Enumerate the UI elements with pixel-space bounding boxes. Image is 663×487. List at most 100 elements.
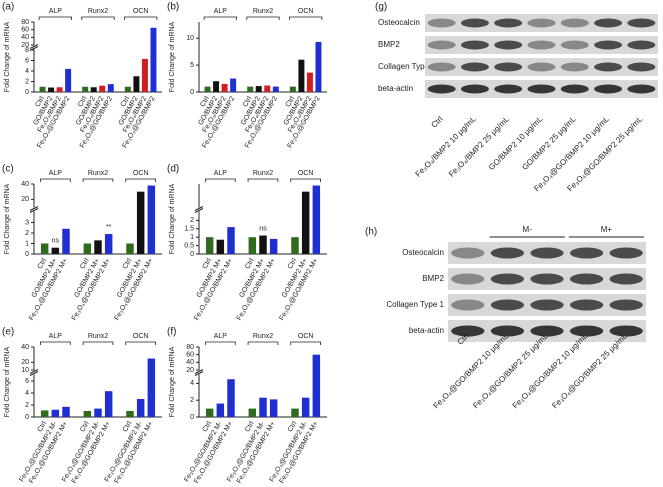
bar (94, 408, 102, 417)
axis-break (29, 206, 39, 211)
blot-band (609, 325, 643, 337)
y-tick-label: 3 (25, 219, 29, 226)
bar (51, 247, 60, 254)
blot-band (494, 18, 523, 28)
bar (248, 237, 257, 254)
axis-break (194, 371, 204, 376)
group-bracket (124, 16, 158, 20)
axis-break (30, 45, 38, 50)
bar (247, 86, 254, 92)
x-tick-label: Ctrl (77, 95, 89, 108)
blot-band (494, 62, 523, 72)
bar (269, 238, 278, 254)
group-label: OCN (133, 170, 149, 177)
y-tick-label: 4 (25, 390, 29, 397)
x-tick-label: Ctrl (199, 95, 211, 108)
group-bracket (247, 178, 279, 182)
blot-band (627, 40, 656, 50)
bar (227, 227, 235, 254)
blot-band (560, 40, 589, 50)
y-axis-label: Fold Change of mRNA (169, 21, 176, 92)
group-label: OCN (298, 333, 314, 340)
y-tick-label: 2 (190, 397, 194, 404)
blot-band (460, 18, 489, 28)
bar (221, 83, 228, 92)
blot-band (427, 84, 456, 94)
group-bracket (125, 341, 156, 345)
y-tick-label: 10 (186, 35, 194, 42)
bar (62, 406, 70, 417)
y-tick-label: 2 (25, 78, 29, 85)
bar (48, 87, 55, 92)
blot-band (609, 299, 643, 311)
blot-header: M- (523, 225, 533, 234)
group-label: Runx2 (88, 8, 108, 15)
axis-break (194, 369, 204, 374)
y-tick-label: 0 (190, 89, 194, 96)
y-tick-label: 6 (25, 57, 29, 64)
group-bracket (290, 341, 321, 345)
blot-band (530, 299, 564, 311)
y-tick-label: 0 (190, 251, 194, 258)
blot-band (527, 84, 556, 94)
blot-band (494, 84, 523, 94)
bar (40, 410, 49, 417)
lane-label: Fe₃O₄@GO/BMP2 25 μg/mL (471, 331, 550, 410)
bar (141, 58, 148, 92)
bar (213, 81, 220, 92)
axis-break (29, 371, 39, 376)
group-label: OCN (298, 8, 314, 15)
x-tick-label: Ctrl (287, 257, 299, 270)
bar (82, 86, 89, 92)
x-tick-label: Ctrl (120, 95, 132, 108)
bar (133, 76, 140, 92)
bar (259, 397, 267, 417)
lane-label: Fe₃O₄@GO/BMP2 25 μg/mL (550, 331, 629, 410)
group-label: ALP (49, 8, 63, 15)
panel-label: (e) (2, 327, 14, 338)
blot-band (527, 62, 556, 72)
blot-band (460, 84, 489, 94)
bar (147, 358, 156, 417)
y-tick-label: 1.5 (184, 226, 194, 233)
group-bracket (203, 16, 237, 20)
bar (107, 84, 114, 92)
group-label: Runx2 (88, 333, 108, 340)
bar (216, 403, 225, 417)
y-tick-label: 6 (25, 378, 29, 385)
blot-band (451, 325, 485, 337)
annotation: ** (106, 224, 112, 231)
lane-label: Fe₃O₄/BMP2 25 μg/mL (447, 114, 512, 179)
axis-break (29, 369, 39, 374)
axis-break (29, 44, 39, 49)
blot-band (560, 62, 589, 72)
group-bracket (246, 16, 280, 20)
group-bracket (205, 178, 236, 182)
y-tick-label: 80 (186, 344, 194, 351)
lane-label: Ctrl (429, 114, 444, 129)
axis-break (195, 207, 203, 212)
panel-label: (f) (167, 327, 176, 338)
bar (40, 243, 49, 254)
row-label: BMP2 (378, 40, 400, 49)
blot-band (609, 273, 643, 285)
x-tick-label: Ctrl (36, 420, 48, 433)
bar (272, 86, 279, 92)
y-tick-label: 60 (186, 352, 194, 359)
x-tick-label: Ctrl (34, 95, 46, 108)
x-tick-label: Ctrl (122, 257, 134, 270)
bar (269, 399, 278, 417)
blot-band (490, 299, 525, 311)
bar (94, 240, 102, 254)
bar (124, 86, 131, 92)
annotation: ns (52, 238, 60, 245)
x-tick-label: Ctrl (287, 420, 299, 433)
group-bracket (82, 178, 114, 182)
panel-label: (a) (2, 2, 14, 13)
blot-band (427, 40, 456, 50)
bar (312, 185, 321, 254)
blot-band (490, 247, 525, 259)
y-tick-label: 1 (25, 240, 29, 247)
x-tick-label: Ctrl (244, 257, 256, 270)
bar (83, 243, 92, 254)
